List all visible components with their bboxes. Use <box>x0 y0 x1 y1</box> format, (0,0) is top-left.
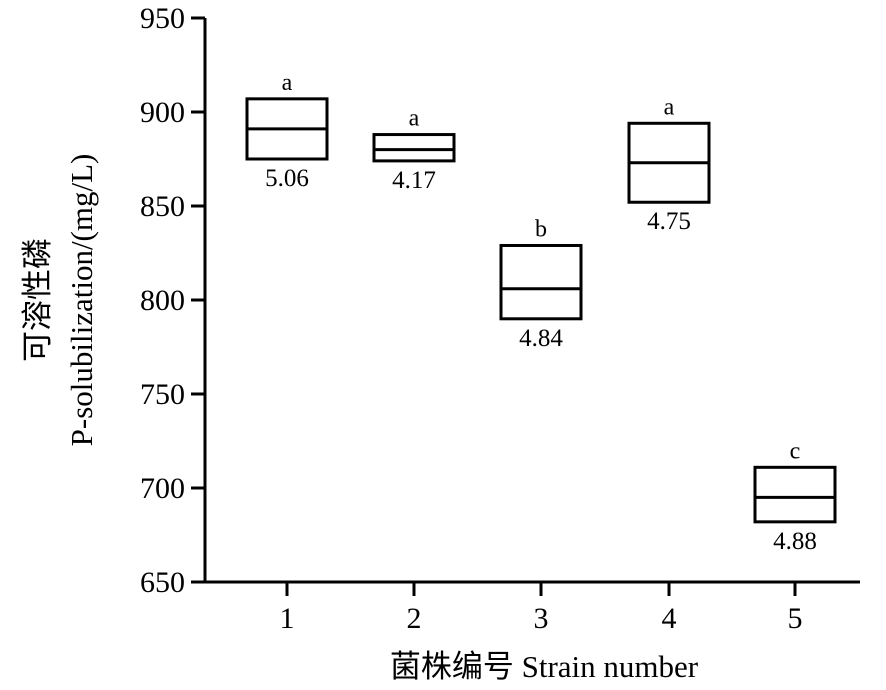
y-tick-label: 950 <box>140 2 185 35</box>
x-tick-label: 5 <box>788 602 803 635</box>
y-tick-label: 850 <box>140 190 185 223</box>
box-2 <box>372 133 456 163</box>
significance-letter: c <box>790 438 801 464</box>
box-value-label: 4.17 <box>392 167 436 194</box>
significance-letter: a <box>664 94 675 120</box>
box-5 <box>753 465 837 524</box>
y-tick-label: 900 <box>140 96 185 129</box>
x-axis-title: 菌株编号 Strain number <box>390 649 699 684</box>
box-value-label: 5.06 <box>265 165 309 192</box>
x-tick-label: 1 <box>280 602 295 635</box>
significance-letter: b <box>535 216 547 242</box>
x-tick-label: 2 <box>407 602 422 635</box>
box-value-label: 4.84 <box>519 325 563 352</box>
boxes: a 5.06 a 4.17 b 4.84 a 4.75 c 4.88 <box>245 70 837 555</box>
x-tick-label: 4 <box>662 602 677 635</box>
y-tick-label: 700 <box>140 472 185 505</box>
x-tick-label: 3 <box>534 602 549 635</box>
box-3 <box>499 243 583 321</box>
x-axis: 1 2 3 4 5 <box>205 580 860 635</box>
y-axis-title-chinese: 可溶性磷 <box>20 238 55 362</box>
y-tick-label: 750 <box>140 378 185 411</box>
y-axis: 650 700 750 800 850 900 950 <box>140 2 207 599</box>
y-axis-title-english: P-solubilization/(mg/L) <box>64 154 99 447</box>
significance-letter: a <box>282 70 293 96</box>
box-value-label: 4.88 <box>773 528 817 555</box>
significance-letter: a <box>409 106 420 132</box>
y-tick-label: 800 <box>140 284 185 317</box>
y-tick-label: 650 <box>140 566 185 599</box>
box-value-label: 4.75 <box>647 208 691 235</box>
